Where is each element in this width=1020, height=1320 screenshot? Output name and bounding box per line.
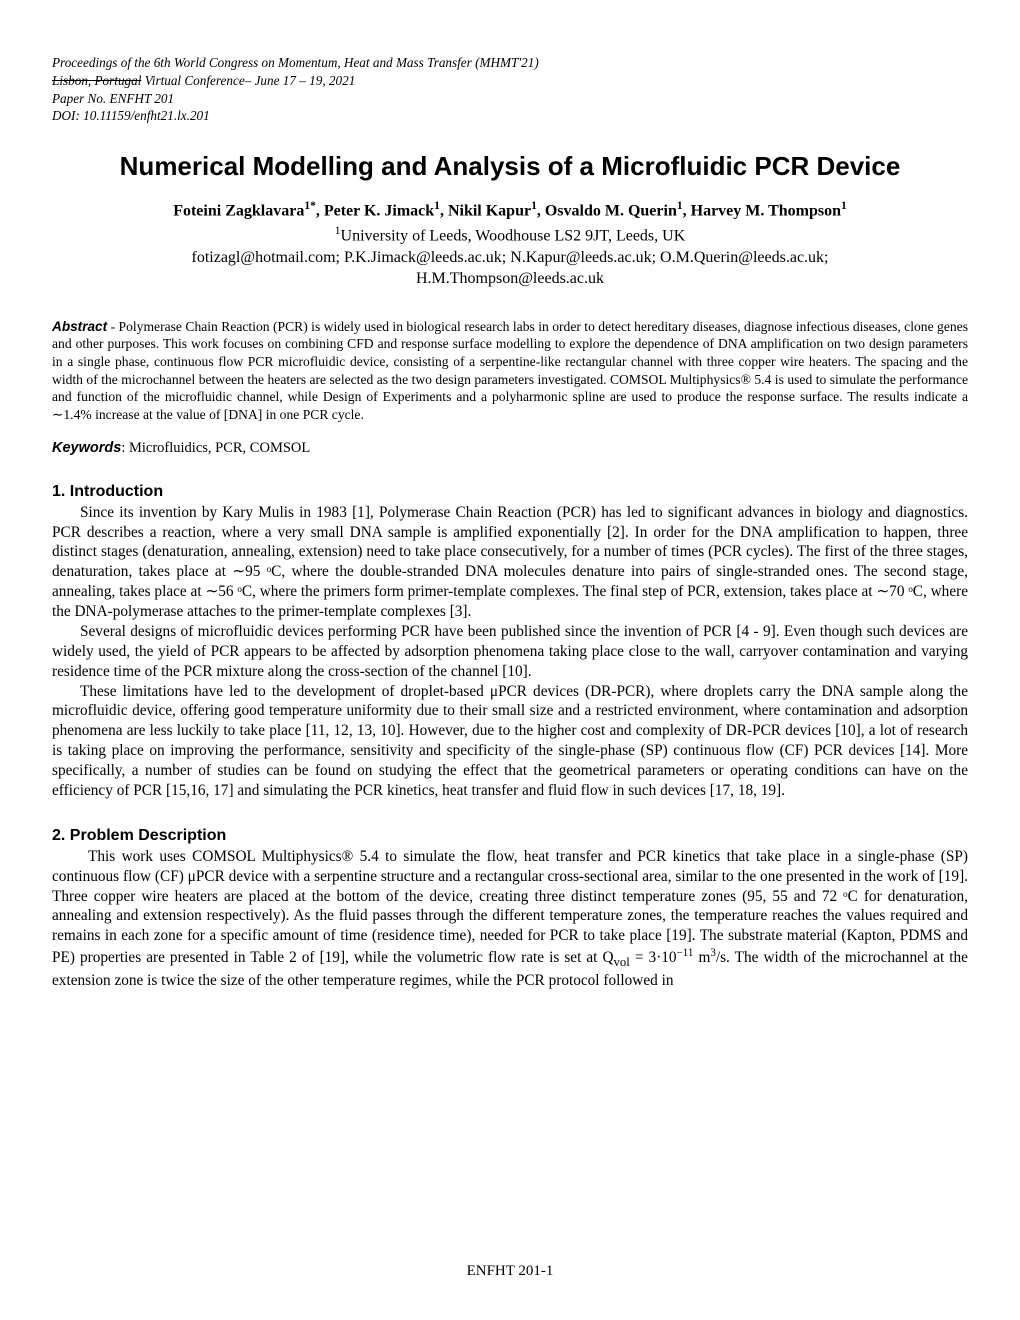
abstract-text: Polymerase Chain Reaction (PCR) is widel… — [52, 319, 968, 422]
proc-line-2: Lisbon, Portugal Virtual Conference– Jun… — [52, 72, 968, 90]
proc-line-3: Paper No. ENFHT 201 — [52, 90, 968, 108]
intro-par-2-text: Several designs of microfluidic devices … — [52, 623, 968, 680]
keywords-sep: : — [121, 440, 129, 456]
intro-par-1: Since its invention by Kary Mulis in 198… — [52, 503, 968, 622]
intro-par-3-text: These limitations have led to the develo… — [52, 683, 968, 799]
affiliation-line-1: 1University of Leeds, Woodhouse LS2 9JT,… — [52, 224, 968, 247]
affiliation-emails-1: fotizagl@hotmail.com; P.K.Jimack@leeds.a… — [52, 247, 968, 269]
proc-line-4: DOI: 10.11159/enfht21.lx.201 — [52, 107, 968, 125]
intro-par-2: Several designs of microfluidic devices … — [52, 622, 968, 682]
proc-location-strike: Lisbon, Portugal — [52, 73, 141, 88]
proc-line-1: Proceedings of the 6th World Congress on… — [52, 54, 968, 72]
section-problem-heading: 2. Problem Description — [52, 827, 968, 845]
proc-date: Virtual Conference– June 17 – 19, 2021 — [141, 73, 355, 88]
abstract-sep: - — [107, 319, 118, 334]
page-footer: ENFHT 201-1 — [0, 1263, 1020, 1280]
section-intro-heading: 1. Introduction — [52, 483, 968, 501]
keywords-text: Microfluidics, PCR, COMSOL — [129, 440, 310, 456]
affiliation-emails-2: H.M.Thompson@leeds.ac.uk — [52, 268, 968, 290]
intro-par-1-text: Since its invention by Kary Mulis in 198… — [52, 504, 968, 620]
keywords-label: Keywords — [52, 440, 121, 456]
abstract-label: Abstract — [52, 319, 107, 334]
keywords-block: Keywords: Microfluidics, PCR, COMSOL — [52, 440, 968, 457]
proceedings-header: Proceedings of the 6th World Congress on… — [52, 54, 968, 125]
abstract-block: Abstract - Polymerase Chain Reaction (PC… — [52, 318, 968, 424]
authors-line: Foteini Zagklavara1*, Peter K. Jimack1, … — [52, 200, 968, 220]
paper-title: Numerical Modelling and Analysis of a Mi… — [52, 151, 968, 182]
problem-par-1: This work uses COMSOL Multiphysics® 5.4 … — [52, 847, 968, 991]
intro-par-3: These limitations have led to the develo… — [52, 682, 968, 801]
problem-par-1-text: This work uses COMSOL Multiphysics® 5.4 … — [52, 848, 968, 989]
